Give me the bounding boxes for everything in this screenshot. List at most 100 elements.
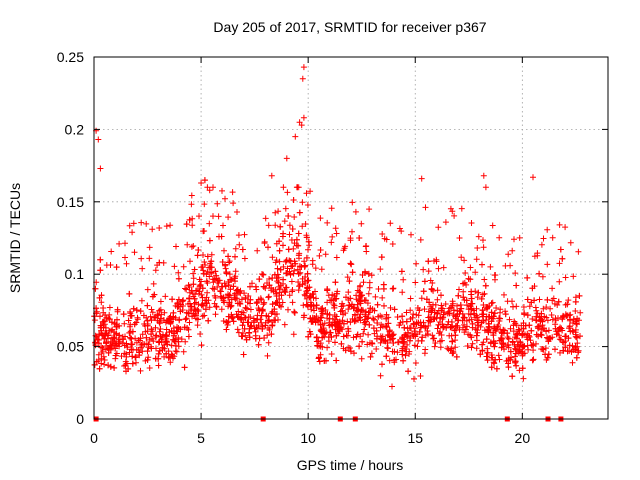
- data-point: [383, 353, 390, 360]
- data-point: [105, 349, 112, 356]
- data-point: [183, 221, 190, 228]
- data-point: [368, 350, 375, 357]
- data-point: [420, 266, 427, 273]
- data-point: [432, 340, 439, 346]
- data-point: [272, 259, 279, 266]
- data-point: [395, 339, 402, 346]
- data-point: [379, 231, 386, 237]
- data-point: [225, 214, 232, 221]
- data-point: [302, 280, 309, 286]
- data-point: [254, 247, 261, 254]
- data-point: [202, 262, 209, 268]
- data-point: [469, 340, 476, 347]
- data-point: [97, 267, 104, 274]
- data-point: [93, 358, 100, 365]
- data-point: [209, 285, 216, 292]
- data-point: [281, 321, 288, 328]
- data-point: [299, 223, 306, 230]
- data-point: [550, 295, 557, 302]
- data-point: [220, 318, 227, 324]
- data-point: [167, 319, 174, 326]
- data-point: [529, 357, 536, 364]
- data-point: [544, 226, 551, 233]
- data-point: [468, 344, 475, 351]
- data-point: [346, 278, 353, 285]
- data-point: [533, 313, 540, 320]
- data-point: [383, 236, 390, 243]
- data-point: [164, 341, 171, 348]
- data-point: [431, 343, 438, 350]
- data-point: [189, 313, 196, 320]
- data-point: [505, 364, 512, 371]
- data-point: [123, 260, 130, 267]
- data-point: [315, 355, 322, 362]
- data-point: [494, 323, 501, 330]
- data-point: [467, 276, 474, 283]
- data-point: [509, 338, 516, 345]
- data-point: [356, 343, 363, 350]
- data-point: [226, 259, 232, 266]
- data-point: [265, 294, 272, 301]
- data-point: [319, 305, 326, 312]
- data-point: [557, 349, 563, 356]
- y-tick-label: 0.15: [57, 194, 84, 210]
- data-point: [101, 357, 108, 363]
- data-point: [241, 231, 248, 238]
- data-point: [447, 205, 454, 212]
- data-point: [346, 302, 353, 309]
- data-point: [572, 308, 579, 314]
- data-point: [510, 322, 517, 329]
- data-point: [241, 290, 248, 297]
- data-point: [286, 268, 293, 275]
- data-point: [347, 295, 354, 302]
- data-point: [540, 305, 547, 312]
- data-point: [133, 359, 139, 366]
- data-point: [332, 339, 338, 346]
- data-point: [211, 286, 218, 293]
- data-point: [345, 306, 352, 313]
- data-point: [401, 324, 408, 331]
- data-point: [170, 336, 177, 343]
- data-point: [230, 200, 237, 207]
- data-point: [544, 296, 551, 303]
- data-point: [217, 288, 224, 295]
- data-point: [483, 336, 490, 343]
- data-point: [486, 303, 493, 309]
- data-point: [148, 326, 155, 333]
- data-point: [149, 309, 156, 316]
- data-point: [548, 312, 555, 318]
- data-point: [333, 290, 340, 297]
- data-point: [312, 316, 319, 323]
- data-point: [479, 347, 486, 354]
- data-point: [97, 256, 104, 263]
- data-point: [162, 332, 169, 339]
- data-point: [221, 299, 228, 306]
- data-point: [191, 266, 198, 273]
- data-point: [264, 352, 271, 359]
- data-point: [481, 276, 488, 283]
- data-point: [347, 348, 354, 355]
- data-point: [177, 326, 184, 333]
- data-point: [347, 235, 354, 242]
- data-point: [396, 322, 403, 329]
- data-point: [501, 346, 507, 353]
- data-point: [562, 274, 569, 281]
- data-point: [129, 353, 136, 360]
- data-point: [190, 290, 196, 297]
- data-point: [484, 350, 491, 356]
- data-point: [162, 338, 169, 344]
- data-point: [146, 255, 153, 262]
- data-point: [411, 320, 417, 327]
- data-point: [488, 352, 495, 358]
- data-point: [458, 254, 465, 261]
- data-point: [221, 247, 227, 254]
- data-point: [373, 335, 380, 342]
- data-point: [507, 262, 514, 269]
- data-point: [539, 346, 546, 352]
- data-point: [144, 302, 151, 309]
- data-point: [537, 316, 544, 323]
- data-point: [544, 354, 551, 361]
- data-point: [261, 299, 268, 306]
- data-point: [542, 351, 549, 358]
- data-point: [507, 356, 514, 363]
